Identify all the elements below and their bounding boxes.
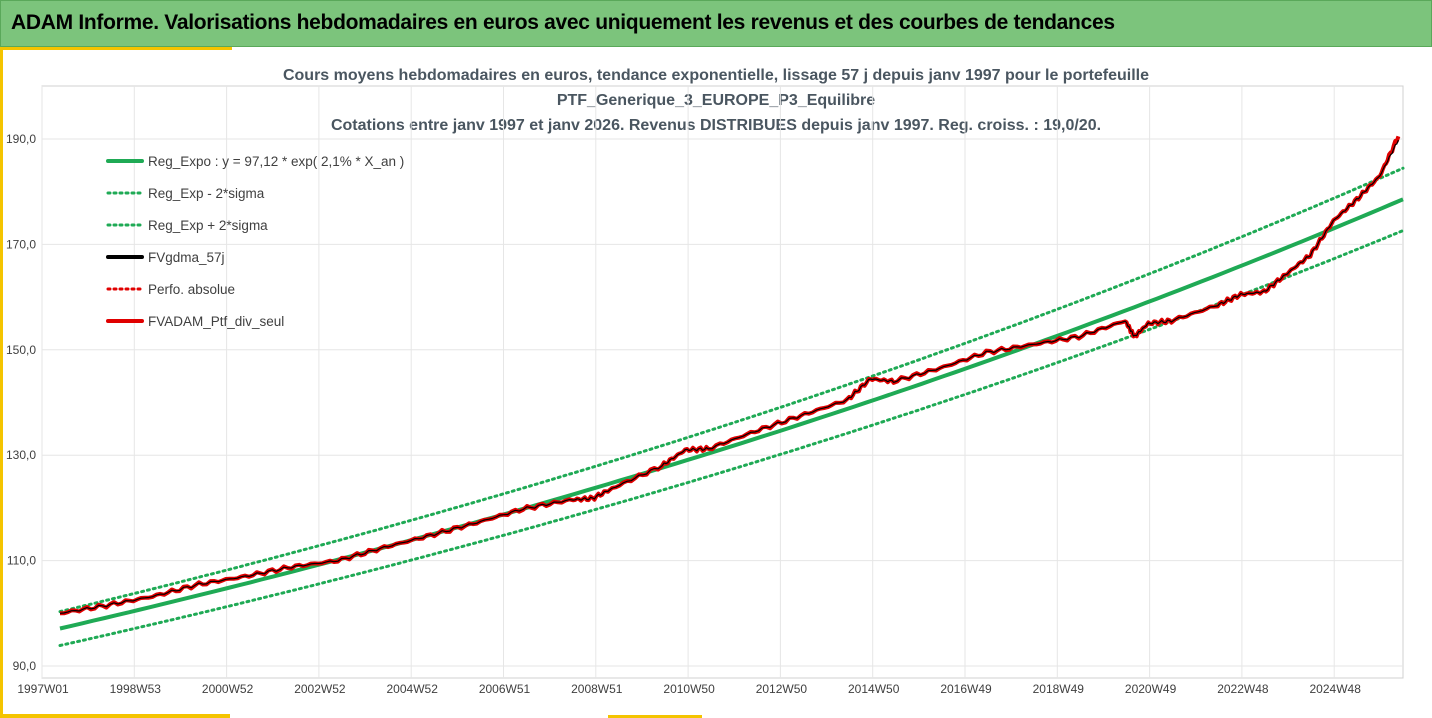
accent-bar-left xyxy=(0,47,3,718)
legend-label: FVADAM_Ptf_div_seul xyxy=(148,314,284,329)
plot-border xyxy=(41,85,1404,679)
header-bar: ADAM Informe. Valorisations hebdomadaire… xyxy=(0,0,1432,47)
y-tick-label: 170,0 xyxy=(6,237,36,251)
x-tick-label: 2010W50 xyxy=(663,682,715,696)
x-tick-label: 2006W51 xyxy=(479,682,531,696)
x-tick-label: 1997W01 xyxy=(17,682,69,696)
legend-label: Reg_Exp - 2*sigma xyxy=(148,186,265,201)
legend-label: FVgdma_57j xyxy=(148,250,225,265)
accent-bar-bottom xyxy=(0,714,230,718)
x-tick-label: 2018W49 xyxy=(1033,682,1085,696)
series-fvgdma xyxy=(59,139,1399,614)
x-tick-label: 2004W52 xyxy=(387,682,439,696)
series-fvadam-ptf xyxy=(60,135,1401,616)
x-tick-label: 2020W49 xyxy=(1125,682,1177,696)
legend-label: Reg_Expo : y = 97,12 * exp( 2,1% * X_an … xyxy=(148,154,404,169)
x-tick-label: 2000W52 xyxy=(202,682,254,696)
y-tick-label: 110,0 xyxy=(7,554,36,568)
accent-bar-top xyxy=(0,47,232,50)
x-tick-label: 2002W52 xyxy=(294,682,346,696)
chart-area: Cours moyens hebdomadaires en euros, ten… xyxy=(0,50,1432,718)
page-title: ADAM Informe. Valorisations hebdomadaire… xyxy=(11,11,1115,34)
x-tick-label: 2024W48 xyxy=(1310,682,1362,696)
chart-title-line-1: Cours moyens hebdomadaires en euros, ten… xyxy=(282,67,1150,84)
x-tick-label: 2014W50 xyxy=(848,682,900,696)
chart-title-line-3: Cotations entre janv 1997 et janv 2026. … xyxy=(330,117,1102,134)
y-tick-label: 150,0 xyxy=(6,343,36,357)
y-tick-label: 190,0 xyxy=(6,132,36,146)
accent-bar-bottom-secondary xyxy=(608,715,702,718)
chart-title-line-2: PTF_Generique_3_EUROPE_P3_Equilibre xyxy=(556,92,876,109)
x-tick-label: 1998W53 xyxy=(110,682,162,696)
y-tick-label: 90,0 xyxy=(13,659,37,673)
y-tick-label: 130,0 xyxy=(6,448,36,462)
legend-label: Perfo. absolue xyxy=(148,282,235,297)
x-tick-label: 2016W49 xyxy=(940,682,992,696)
legend-label: Reg_Exp + 2*sigma xyxy=(148,218,268,233)
x-tick-label: 2012W50 xyxy=(756,682,808,696)
series-reg-exp-plus xyxy=(58,166,1405,614)
x-tick-label: 2008W51 xyxy=(571,682,623,696)
series-reg-expo xyxy=(59,197,1404,631)
x-tick-label: 2022W48 xyxy=(1217,682,1269,696)
